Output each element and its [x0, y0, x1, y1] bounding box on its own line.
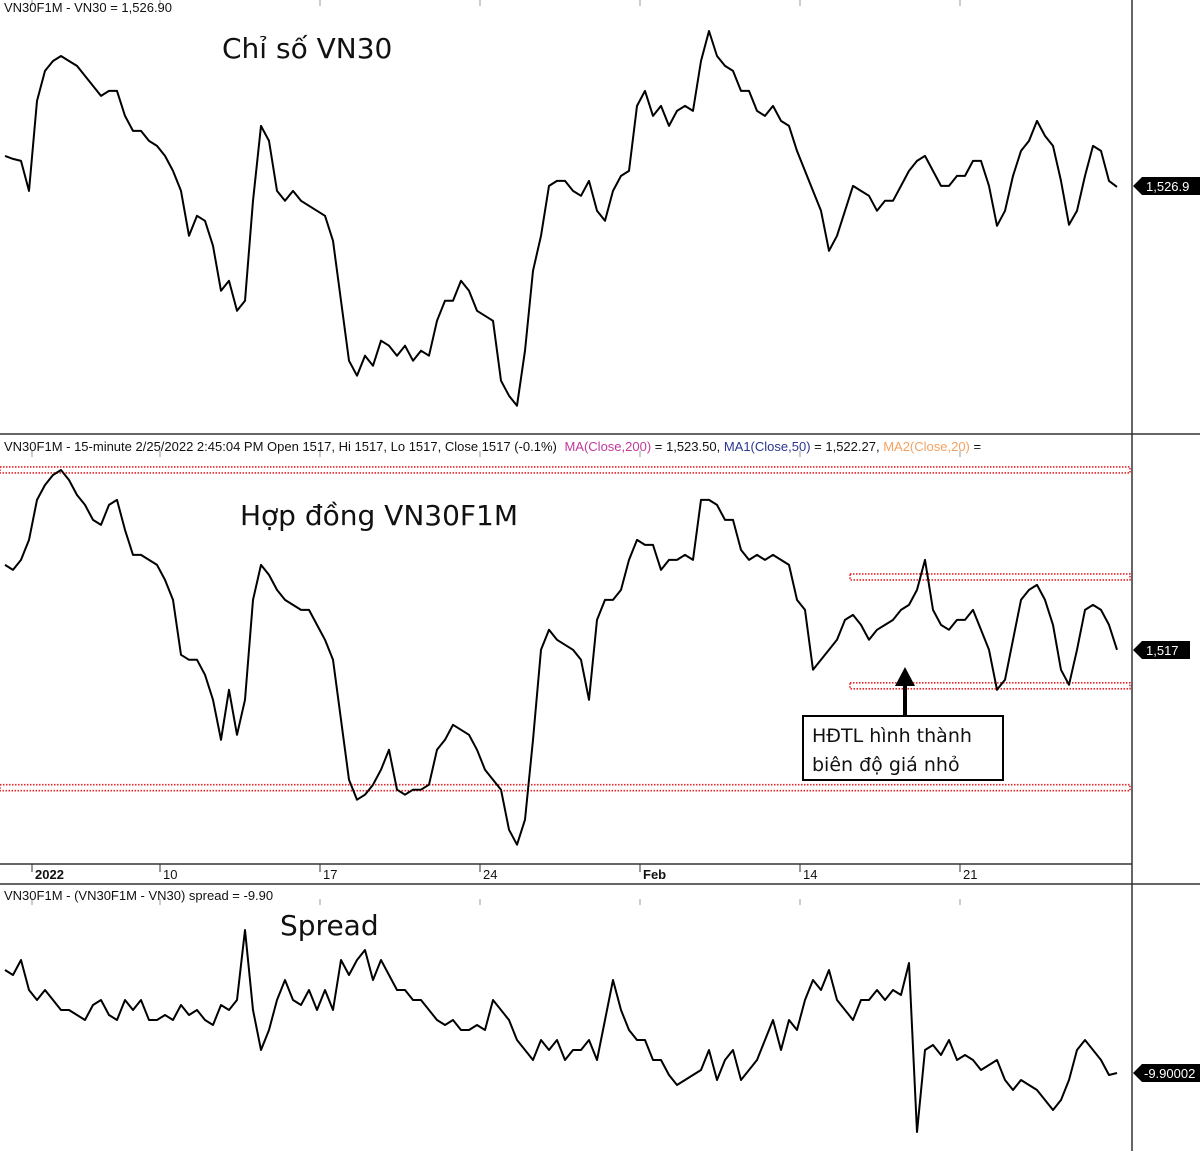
- top-panel-title: Chỉ số VN30: [222, 32, 392, 65]
- annotation: HĐTL hình thành biên độ giá nhỏ: [802, 667, 1004, 781]
- level-line-2: [849, 573, 1131, 581]
- x-tick-label: 10: [163, 867, 177, 882]
- annotation-line-1: HĐTL hình thành: [812, 725, 972, 747]
- series-line-panel-0: [4, 30, 1118, 407]
- last-value-tag-vn30: 1,526.9: [1133, 177, 1200, 195]
- x-tick-label: 21: [963, 867, 977, 882]
- last-value-spread: -9.90002: [1144, 1066, 1195, 1081]
- x-tick-label: 14: [803, 867, 817, 882]
- ma1-value: = 1,522.27,: [811, 439, 884, 454]
- series-line-panel-1: [4, 469, 1118, 846]
- bottom-panel-header: VN30F1M - (VN30F1M - VN30) spread = -9.9…: [4, 888, 273, 903]
- x-tick-label: 2022: [35, 867, 64, 882]
- ma-value: = 1,523.50,: [651, 439, 724, 454]
- top-panel-header: VN30F1M - VN30 = 1,526.90: [4, 0, 172, 15]
- last-value-tag-vn30f1m: 1,517: [1133, 641, 1190, 659]
- annotation-box: [802, 715, 1004, 781]
- x-tick-label: Feb: [643, 867, 666, 882]
- bottom-panel-title: Spread: [280, 909, 379, 942]
- level-line-1: [0, 783, 1131, 792]
- level-line-3: [849, 682, 1131, 690]
- last-value-vn30: 1,526.9: [1146, 179, 1189, 194]
- ma1-label: MA1(Close,50): [724, 439, 811, 454]
- series-line-panel-2: [4, 929, 1118, 1133]
- annotation-line-2: biên độ giá nhỏ: [812, 754, 960, 776]
- ma2-value: =: [970, 439, 981, 454]
- last-value-vn30f1m: 1,517: [1146, 643, 1179, 658]
- level-line-0: [0, 466, 1131, 474]
- ohlc-readout: VN30F1M - 15-minute 2/25/2022 2:45:04 PM…: [4, 439, 557, 454]
- middle-panel-title: Hợp đồng VN30F1M: [240, 499, 518, 532]
- x-tick-label: 17: [323, 867, 337, 882]
- last-value-tag-spread: -9.90002: [1133, 1064, 1200, 1082]
- middle-panel-header: VN30F1M - 15-minute 2/25/2022 2:45:04 PM…: [4, 439, 981, 454]
- annotation-arrow-head: [895, 667, 915, 686]
- ma2-label: MA2(Close,20): [883, 439, 970, 454]
- ma-label: MA(Close,200): [564, 439, 651, 454]
- x-tick-label: 24: [483, 867, 497, 882]
